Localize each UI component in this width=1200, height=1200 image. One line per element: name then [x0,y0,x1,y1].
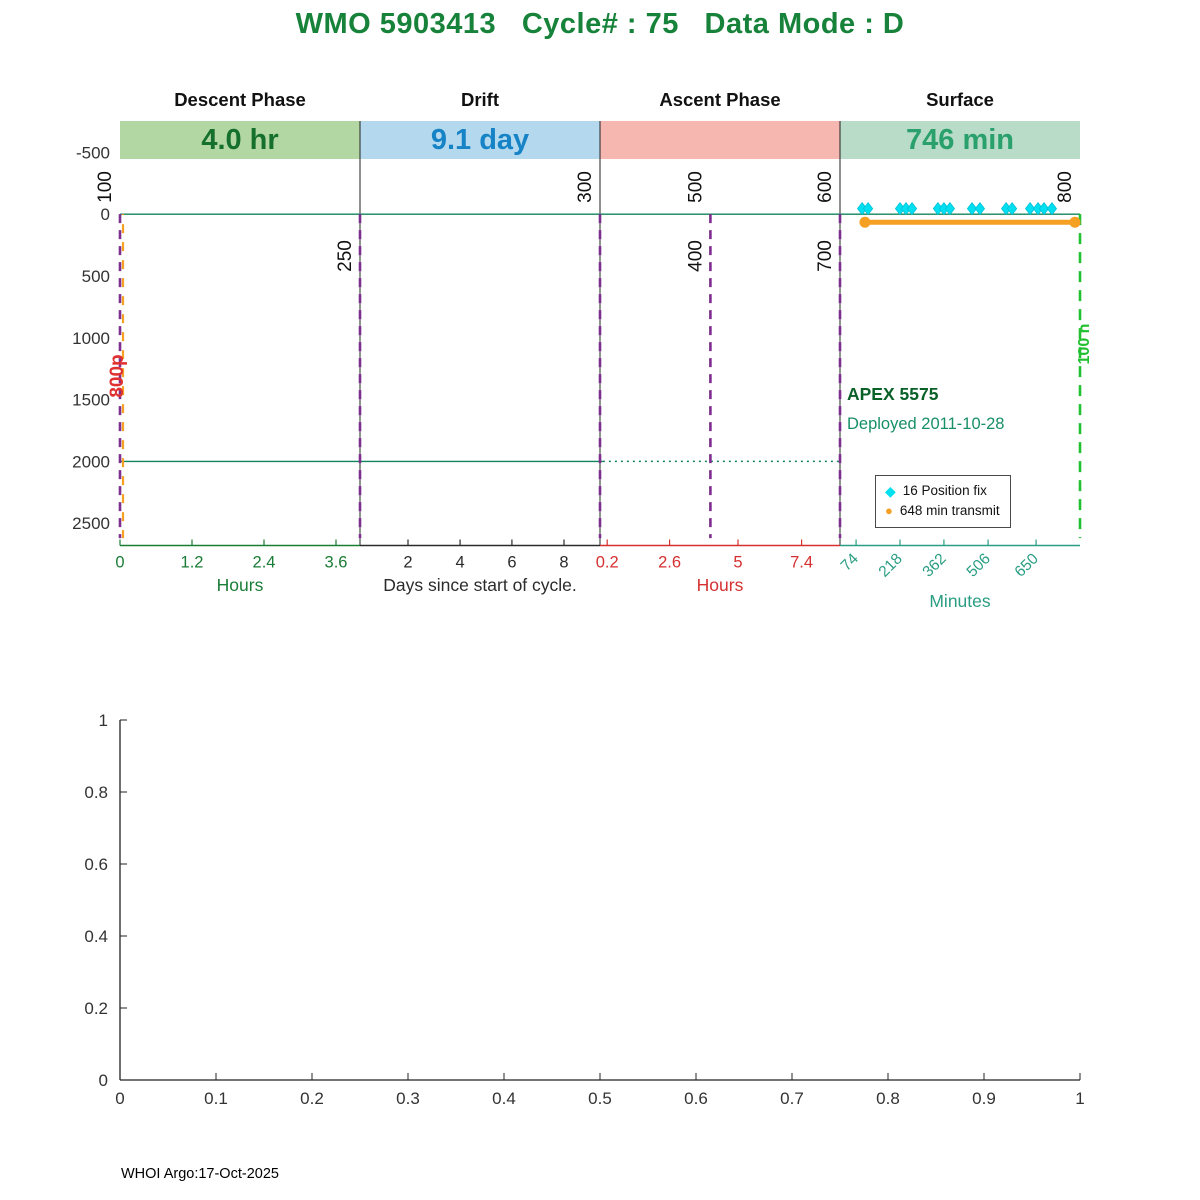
svg-text:0: 0 [101,205,110,224]
svg-text:2.6: 2.6 [658,554,681,572]
svg-text:500: 500 [685,171,706,203]
svg-text:5: 5 [733,554,742,572]
legend-position-fix-label: 16 Position fix [902,483,987,498]
transmit-circle-icon: ● [885,503,893,518]
chart-legend: ◆ 16 Position fix ● 648 min transmit [875,475,1011,528]
position-fix-diamond-icon: ◆ [885,483,896,499]
svg-text:506: 506 [964,550,994,580]
deployed-date-label: Deployed 2011-10-28 [847,415,1005,433]
phase-header-descent: Descent Phase [174,89,306,110]
phase-header-surface: Surface [926,89,994,110]
descent-duration-label: 4.0 hr [201,123,279,156]
phase-divider-lines [359,121,841,546]
phase-band-ascent [600,121,840,159]
surface-activity [856,201,1081,228]
svg-text:1.2: 1.2 [181,554,204,572]
svg-text:1000: 1000 [72,329,110,348]
descent-axis-unit-label: Hours [216,575,264,595]
svg-text:0.3: 0.3 [396,1089,420,1108]
svg-text:0.4: 0.4 [492,1089,516,1108]
phase-band-descent: 4.0 hr [120,121,360,159]
legend-item-position-fix: ◆ 16 Position fix [885,481,1000,501]
svg-text:-500: -500 [76,143,110,162]
svg-text:250: 250 [335,240,356,272]
svg-text:3.6: 3.6 [325,554,348,572]
svg-text:8: 8 [559,554,568,572]
svg-text:6: 6 [507,554,516,572]
svg-text:0.8: 0.8 [876,1089,900,1108]
surface-duration-label: 746 min [906,123,1014,156]
legend-item-transmit: ● 648 min transmit [885,501,1000,521]
svg-text:0.9: 0.9 [972,1089,996,1108]
svg-text:700: 700 [815,240,836,272]
drift-duration-label: 9.1 day [430,123,530,156]
surface-axis-unit-label: Minutes [929,591,991,611]
svg-text:400: 400 [685,240,706,272]
phase-band-drift: 9.1 day [360,121,600,159]
float-model-label: APEX 5575 [847,384,939,404]
svg-text:0: 0 [99,1071,108,1090]
svg-text:800: 800 [1055,171,1076,203]
phase-header-drift: Drift [460,89,500,110]
svg-text:1500: 1500 [72,391,110,410]
legend-transmit-label: 648 min transmit [899,503,1000,518]
svg-text:0.7: 0.7 [780,1089,804,1108]
svg-text:1: 1 [1075,1089,1084,1108]
page-title: WMO 5903413 Cycle# : 75 Data Mode : D [295,8,905,40]
svg-text:2000: 2000 [72,452,110,471]
svg-text:362: 362 [919,550,949,580]
svg-text:0.6: 0.6 [84,855,108,874]
svg-text:0.2: 0.2 [300,1089,324,1108]
drift-axis-unit-label: Days since start of cycle. [383,575,577,595]
park-pressure-label: 800p [107,354,128,398]
svg-text:0.2: 0.2 [84,999,108,1018]
svg-text:0: 0 [115,1089,124,1108]
svg-text:7.4: 7.4 [790,554,813,572]
svg-text:4: 4 [455,554,464,572]
phase-header-ascent: Ascent Phase [659,89,781,110]
y-axis-tick-labels: -500 0 500 1000 1500 2000 2500 [72,143,110,533]
svg-text:1: 1 [99,711,108,730]
svg-text:650: 650 [1012,550,1043,581]
svg-text:218: 218 [876,550,906,580]
phase-band-surface: 746 min [840,121,1080,159]
svg-text:2: 2 [403,554,412,572]
svg-text:0: 0 [115,554,124,572]
svg-text:74: 74 [838,550,862,574]
svg-text:100: 100 [95,171,116,203]
bottom-empty-chart: 0 0.1 0.2 0.3 0.4 0.5 0.6 0.7 0.8 0.9 1 0 0.2 0.4 0.6 0… [84,711,1084,1108]
svg-text:500: 500 [82,267,110,286]
svg-text:0.4: 0.4 [84,927,108,946]
svg-text:0.1: 0.1 [204,1089,228,1108]
svg-text:0.2: 0.2 [596,554,619,572]
svg-text:0.5: 0.5 [588,1089,612,1108]
svg-text:600: 600 [815,171,836,203]
svg-text:300: 300 [575,171,596,203]
svg-text:2.4: 2.4 [253,554,276,572]
right-edge-depth-label: 100 n [1076,323,1093,365]
footer-credit: WHOI Argo:17-Oct-2025 [121,1166,279,1182]
ascent-axis-unit-label: Hours [696,575,744,595]
svg-text:0.6: 0.6 [684,1089,708,1108]
svg-text:2500: 2500 [72,514,110,533]
svg-text:0.8: 0.8 [84,783,108,802]
